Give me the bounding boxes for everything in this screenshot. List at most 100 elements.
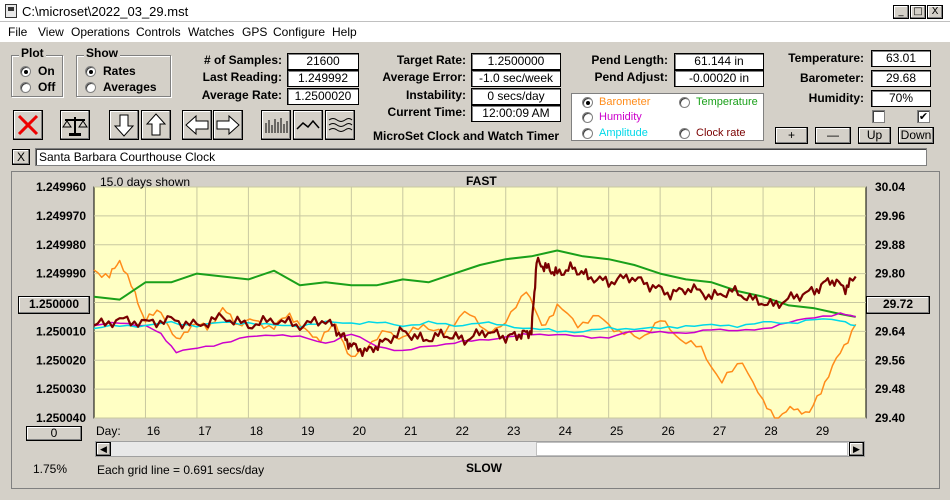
average-error-label: Average Error: xyxy=(382,70,466,84)
humidity-label: Humidity: xyxy=(808,91,864,105)
series-line-amplitude xyxy=(93,318,856,334)
target-rate-value: 1.2500000 xyxy=(471,53,561,70)
arrow-up-icon xyxy=(145,113,167,136)
scale-plus-button[interactable]: + xyxy=(775,127,808,144)
average-rate-label: Average Rate: xyxy=(201,88,282,102)
series-barometer-label: Barometer xyxy=(599,96,651,108)
scale-down-button[interactable]: Down xyxy=(898,127,934,144)
samples-value: 21600 xyxy=(287,53,359,70)
series-amplitude-radio[interactable] xyxy=(582,128,593,139)
y-right-tick-label: 29.88 xyxy=(875,238,905,252)
menu-file[interactable]: File xyxy=(8,25,28,39)
x-tick-label: 27 xyxy=(713,424,727,438)
y-right-tick-label: 29.64 xyxy=(875,324,905,338)
line-graph-icon xyxy=(296,119,320,130)
zero-button[interactable]: 0 xyxy=(26,426,82,441)
title-bar: C:\microset\2022_03_29.mst _ □ X xyxy=(0,0,950,22)
show-rates-radio[interactable] xyxy=(85,66,96,77)
day-axis-label: Day: xyxy=(96,424,121,438)
scroll-left-button[interactable]: ◀ xyxy=(96,442,111,456)
show-averages-radio[interactable] xyxy=(85,82,96,93)
arrow-down-icon xyxy=(113,114,135,137)
window-title: C:\microset\2022_03_29.mst xyxy=(22,4,189,19)
minimize-button[interactable]: _ xyxy=(893,5,909,19)
last-reading-label: Last Reading: xyxy=(202,70,282,84)
menu-help[interactable]: Help xyxy=(332,25,357,39)
clear-x-icon xyxy=(17,114,39,136)
menu-view[interactable]: View xyxy=(38,25,64,39)
plot-on-label: On xyxy=(38,64,55,78)
y-left-tick-label: 1.249960 xyxy=(36,180,86,194)
line-view-button[interactable] xyxy=(293,110,323,140)
average-error-value: -1.0 sec/week xyxy=(471,70,561,87)
move-up-button[interactable] xyxy=(141,110,171,140)
fast-label: FAST xyxy=(466,174,497,188)
y-left-tick-label: 1.249980 xyxy=(36,238,86,252)
scale-minus-button[interactable]: — xyxy=(815,127,851,144)
menu-operations[interactable]: Operations xyxy=(71,25,130,39)
show-averages-label: Averages xyxy=(103,80,157,94)
grid-note: Each grid line = 0.691 secs/day xyxy=(97,463,265,477)
move-down-button[interactable] xyxy=(109,110,139,140)
instability-label: Instability: xyxy=(405,88,466,102)
balance-button[interactable] xyxy=(60,110,90,140)
humidity-value: 70% xyxy=(871,90,931,107)
close-button[interactable]: X xyxy=(927,5,943,19)
y-right-tick-label: 29.48 xyxy=(875,382,905,396)
series-humidity-radio[interactable] xyxy=(582,112,593,123)
move-right-button[interactable] xyxy=(213,110,243,140)
y-left-tick-label: 1.250020 xyxy=(36,353,86,367)
x-tick-label: 16 xyxy=(147,424,161,438)
scroll-right-button[interactable]: ▶ xyxy=(849,442,864,456)
menu-watches[interactable]: Watches xyxy=(188,25,235,39)
pend-length-label: Pend Length: xyxy=(591,53,668,67)
move-left-button[interactable] xyxy=(182,110,212,140)
x-tick-label: 28 xyxy=(764,424,778,438)
app-icon[interactable] xyxy=(5,4,17,18)
menu-controls[interactable]: Controls xyxy=(136,25,181,39)
plot-off-radio[interactable] xyxy=(20,82,31,93)
series-clock-rate-label: Clock rate xyxy=(696,127,746,139)
pend-adjust-value: -0.00020 in xyxy=(674,70,764,87)
wave-view-button[interactable] xyxy=(325,110,355,140)
show-group xyxy=(76,55,171,97)
checkbox-right[interactable]: ✔ xyxy=(917,110,930,123)
clock-name-input[interactable]: Santa Barbara Courthouse Clock xyxy=(35,148,927,166)
series-temperature-radio[interactable] xyxy=(679,97,690,108)
left-axis-reset-button[interactable]: 1.250000 xyxy=(18,296,90,314)
slow-label: SLOW xyxy=(466,461,502,475)
y-right-tick-label: 30.04 xyxy=(875,180,905,194)
x-tick-label: 17 xyxy=(198,424,212,438)
series-amplitude-label: Amplitude xyxy=(599,127,648,139)
scale-up-button[interactable]: Up xyxy=(858,127,891,144)
plot-on-radio[interactable] xyxy=(20,66,31,77)
x-tick-label: 29 xyxy=(816,424,830,438)
menu-gps[interactable]: GPS xyxy=(242,25,268,39)
bar-view-button[interactable] xyxy=(261,110,291,140)
series-barometer-radio[interactable] xyxy=(582,97,593,108)
x-tick-label: 25 xyxy=(610,424,624,438)
scroll-track[interactable] xyxy=(113,443,535,455)
checkbox-left[interactable] xyxy=(872,110,885,123)
current-time-value: 12:00:09 AM xyxy=(471,105,561,122)
chart-scrollbar[interactable]: ◀ ▶ xyxy=(95,441,865,457)
scroll-thumb[interactable] xyxy=(536,442,848,456)
clear-button[interactable] xyxy=(13,110,43,140)
show-group-title: Show xyxy=(84,46,120,60)
y-left-tick-label: 1.250010 xyxy=(36,324,86,338)
show-rates-label: Rates xyxy=(103,64,136,78)
plot-group-title: Plot xyxy=(19,46,46,60)
maximize-button[interactable]: □ xyxy=(910,5,926,19)
series-clock-rate-radio[interactable] xyxy=(679,128,690,139)
barometer-label: Barometer: xyxy=(799,71,864,85)
app-caption: MicroSet Clock and Watch Timer xyxy=(373,129,560,143)
menu-configure[interactable]: Configure xyxy=(273,25,326,39)
x-tick-label: 22 xyxy=(456,424,470,438)
y-right-tick-label: 29.40 xyxy=(875,411,905,425)
right-axis-reset-button[interactable]: 29.72 xyxy=(866,296,930,314)
pend-length-value: 61.144 in xyxy=(674,53,764,70)
barometer-value: 29.68 xyxy=(871,70,931,87)
clock-close-button[interactable]: X xyxy=(12,149,30,165)
menu-bar: File View Operations Controls Watches GP… xyxy=(0,22,950,42)
